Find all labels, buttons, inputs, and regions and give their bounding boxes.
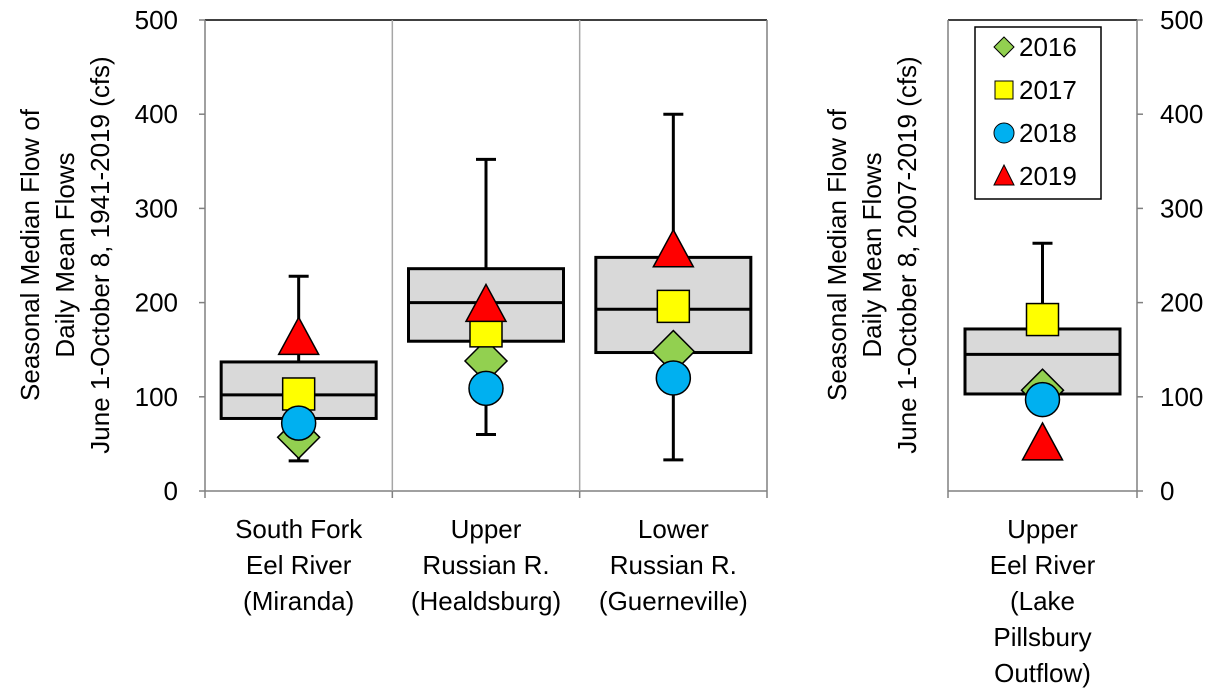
legend-box bbox=[974, 26, 1102, 200]
right-panel-y-axis-title: Daily Mean Flows bbox=[857, 152, 887, 357]
category-label: Eel River bbox=[246, 550, 352, 580]
right-panel-y-tick-label: 0 bbox=[1160, 476, 1174, 506]
point-2019 bbox=[1021, 421, 1064, 461]
legend-marker-triangle bbox=[993, 163, 1015, 186]
right-panel-y-tick-label: 100 bbox=[1160, 382, 1203, 412]
category-label: Lower bbox=[638, 514, 709, 544]
category-label: Russian R. bbox=[610, 550, 737, 580]
right-panel-y-tick-label: 500 bbox=[1160, 5, 1203, 35]
point-2019 bbox=[464, 282, 508, 323]
category-label: (Healdsburg) bbox=[411, 586, 561, 616]
legend-marker-circle bbox=[993, 122, 1015, 144]
left-panel-y-tick-label: 300 bbox=[135, 193, 178, 223]
right-panel-y-tick-label: 300 bbox=[1160, 193, 1203, 223]
right-panel-y-axis-title: June 1-October 8, 2007-2019 (cfs) bbox=[892, 56, 922, 453]
point-2017 bbox=[656, 289, 691, 324]
point-2018 bbox=[468, 370, 504, 407]
point-2017 bbox=[281, 377, 316, 411]
left-panel-y-tick-label: 0 bbox=[164, 476, 178, 506]
right-panel-y-tick-label: 400 bbox=[1160, 99, 1203, 129]
category-label: Outflow) bbox=[994, 658, 1091, 688]
legend-label: 2016 bbox=[1019, 32, 1077, 62]
left-panel-y-axis-title: Seasonal Median Flow of bbox=[15, 108, 45, 401]
left-panel-y-axis-title: Daily Mean Flows bbox=[50, 152, 80, 357]
category-label: Eel River bbox=[990, 550, 1096, 580]
legend-marker-diamond bbox=[993, 36, 1015, 58]
right-panel-y-axis-title: Seasonal Median Flow of bbox=[822, 108, 852, 401]
category-label: South Fork bbox=[235, 514, 363, 544]
point-2019 bbox=[277, 315, 320, 356]
point-2019 bbox=[652, 228, 695, 268]
point-2018 bbox=[1024, 381, 1061, 418]
left-panel-y-tick-label: 400 bbox=[135, 99, 178, 129]
left-panel-y-tick-label: 100 bbox=[135, 382, 178, 412]
left-panel-y-axis-title: June 1-October 8, 1941-2019 (cfs) bbox=[85, 56, 115, 453]
left-panel-y-tick-label: 200 bbox=[135, 288, 178, 318]
legend-label: 2018 bbox=[1019, 118, 1077, 148]
category-label: (Guerneville) bbox=[599, 586, 748, 616]
category-label: Russian R. bbox=[422, 550, 549, 580]
legend-marker-square bbox=[994, 80, 1014, 100]
legend-label: 2019 bbox=[1019, 161, 1077, 191]
point-2018 bbox=[280, 405, 317, 441]
category-label: Upper bbox=[1007, 514, 1078, 544]
category-label: Upper bbox=[451, 514, 522, 544]
category-label: (Lake bbox=[1010, 586, 1075, 616]
right-panel-y-tick-label: 200 bbox=[1160, 288, 1203, 318]
legend-label: 2017 bbox=[1019, 75, 1077, 105]
category-label: (Miranda) bbox=[243, 586, 354, 616]
point-2017 bbox=[1025, 302, 1060, 337]
left-panel-y-tick-label: 500 bbox=[135, 5, 178, 35]
category-label: Pillsbury bbox=[993, 622, 1091, 652]
point-2018 bbox=[655, 360, 692, 396]
